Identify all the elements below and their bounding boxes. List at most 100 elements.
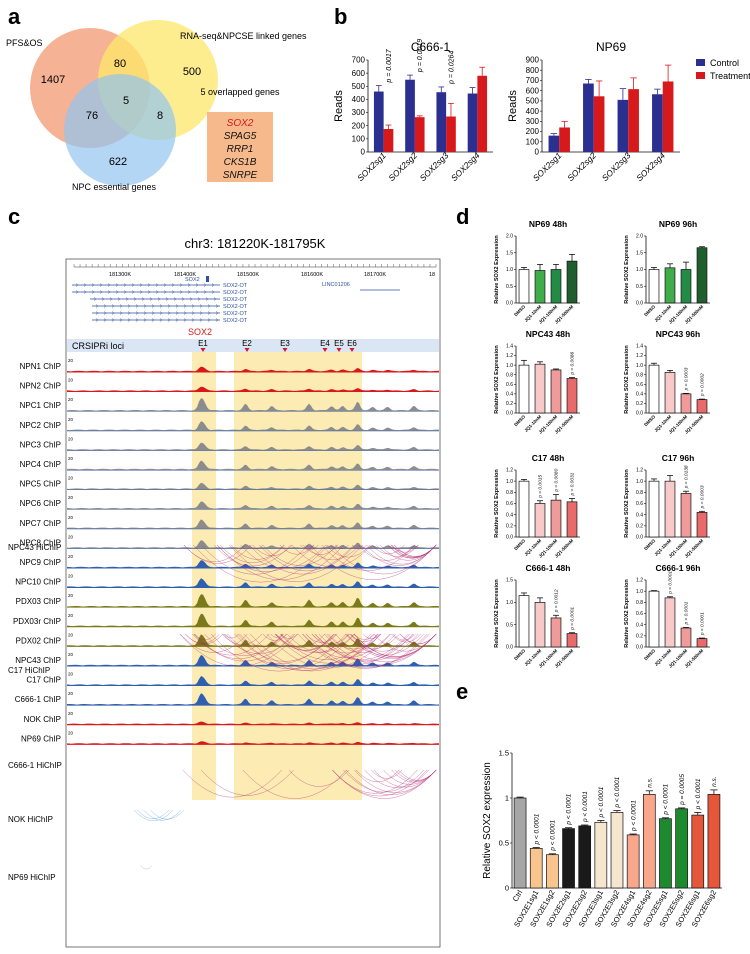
- hichip-loop: [288, 769, 350, 787]
- ruler-label: 181300K: [109, 272, 131, 278]
- bar: [707, 794, 721, 889]
- overlap-gene: SOX2: [227, 118, 254, 129]
- gene-strand-arrow: [171, 283, 175, 287]
- legend-treatment-swatch: [696, 72, 705, 79]
- chart-title: NPC43 48h: [526, 329, 570, 339]
- legend-control-swatch: [696, 59, 705, 66]
- hichip-loop: [364, 769, 429, 788]
- x-tick-label: DMSO: [643, 648, 656, 661]
- browser-tracks: 181300K 181400K 181500K 181600K 181700K 18 SOX…: [8, 264, 439, 882]
- gene-strand-arrow: [207, 304, 211, 308]
- gene-strand-arrow: [203, 283, 207, 287]
- bar: [594, 821, 608, 889]
- bar: [648, 480, 660, 538]
- bar: [518, 480, 530, 538]
- y-tick-label: 0.6: [636, 382, 643, 388]
- p-value-annotation: p < 0.0001: [663, 784, 670, 816]
- gene-strand-arrow: [159, 318, 163, 322]
- gene-strand-arrow: [165, 297, 169, 301]
- venn-count-c-only: 622: [109, 156, 127, 168]
- hichip-track-label: C17 HiChIP: [8, 666, 50, 675]
- gene-strand-arrow: [163, 283, 167, 287]
- gene-strand-arrow: [155, 290, 159, 294]
- y-tick-label: 0.0: [506, 301, 513, 307]
- bar: [550, 369, 562, 414]
- enhancer-marker: [244, 348, 250, 352]
- hichip-loop: [346, 633, 424, 656]
- hichip-loop: [192, 633, 270, 656]
- gene-strand-arrow: [107, 290, 111, 294]
- hichip-loop: [219, 544, 285, 564]
- panel-c: c chr3: 181220K-181795K 181300K 181400K 18…: [0, 200, 450, 949]
- p-value-annotation: p = 0.0080: [554, 468, 560, 492]
- chip-track-scale: 20: [68, 358, 74, 363]
- hichip-loop: [270, 633, 283, 638]
- gene-strand-arrow: [111, 304, 115, 308]
- chip-track-label: NPC2 ChIP: [20, 421, 61, 430]
- chip-track-label: NP69 ChIP: [21, 734, 61, 743]
- bar: [550, 269, 562, 304]
- gene-strand-arrow: [109, 297, 113, 301]
- gene-strand-arrow: [187, 283, 191, 287]
- bar: [648, 269, 660, 304]
- overlap-title: 5 overlapped genes: [200, 87, 280, 97]
- chart-d7: C666-1 48h 0.0 0.5 1.0 1.5 Relative SOX2 Expr…: [494, 563, 580, 669]
- crispri-loci-bar: [67, 339, 439, 352]
- hichip-loop: [371, 544, 405, 555]
- y-tick-label: 600: [526, 86, 540, 95]
- hichip-loop: [302, 544, 339, 555]
- p-value-annotation: p = 0.0138: [684, 465, 690, 489]
- chip-signal: [67, 482, 439, 490]
- hichip-loop: [328, 633, 396, 653]
- hichip-track-label: NOK HiChIP: [8, 815, 53, 824]
- hichip-track-label: NP69 HiChIP: [8, 873, 56, 882]
- y-tick-label: 0.0: [636, 411, 643, 417]
- gene-strand-arrow: [167, 304, 171, 308]
- gene-strand-arrow: [179, 290, 183, 294]
- y-tick-label: 0.2: [506, 401, 513, 407]
- chip-signal: [67, 501, 439, 510]
- bar: [642, 794, 656, 889]
- bar: [548, 135, 560, 152]
- chip-track-label: NPC43 ChIP: [15, 656, 61, 665]
- y-tick-label: 0.5: [636, 284, 643, 290]
- gene-label: SOX2-OT: [223, 304, 248, 310]
- y-tick-label: 2.0: [506, 234, 513, 240]
- gene-label: SOX2-OT: [223, 290, 248, 296]
- hichip-loop: [354, 633, 375, 640]
- bar: [664, 480, 676, 538]
- chip-track-label: NPC10 ChIP: [15, 578, 61, 587]
- hichip-loop: [274, 633, 335, 651]
- chart-title: NP69 96h: [659, 219, 697, 229]
- gene-strand-arrow: [167, 311, 171, 315]
- chip-track-label: NOK ChIP: [24, 715, 61, 724]
- bar: [662, 81, 674, 152]
- p-value-annotation: p = 0.0086: [570, 351, 576, 375]
- enhancer-marker: [282, 348, 288, 352]
- hichip-loop: [324, 633, 437, 665]
- bar: [628, 89, 639, 152]
- y-tick-label: 1.0: [636, 589, 643, 595]
- y-tick-label: 1: [505, 794, 509, 803]
- gene-strand-arrow: [147, 283, 151, 287]
- gene-strand-arrow: [189, 297, 193, 301]
- hichip-loop: [262, 633, 288, 641]
- hichip-loop: [357, 544, 415, 561]
- chart-title: NP69 48h: [529, 219, 567, 229]
- x-tick-label: DMSO: [513, 304, 526, 317]
- hichip-loop: [248, 544, 264, 550]
- overlap-gene: CKS1B: [224, 157, 257, 168]
- y-axis-label: Relative SOX2 Expression: [624, 579, 630, 648]
- gene-strand-arrow: [183, 304, 187, 308]
- chart-title: C666-1 48h: [526, 563, 571, 573]
- gene-strand-arrow: [115, 283, 119, 287]
- hichip-loop: [223, 633, 296, 654]
- chart-title: C666-1 96h: [656, 563, 701, 573]
- overlap-gene: SPAG5: [224, 131, 257, 142]
- gene-strand-arrow: [191, 304, 195, 308]
- ruler-label: 181700K: [364, 272, 386, 278]
- chip-track-scale: 20: [68, 574, 74, 579]
- enhancer-label: E1: [198, 339, 208, 348]
- x-tick-label: Ctrl: [511, 888, 525, 903]
- y-tick-label: 0.0: [506, 645, 513, 651]
